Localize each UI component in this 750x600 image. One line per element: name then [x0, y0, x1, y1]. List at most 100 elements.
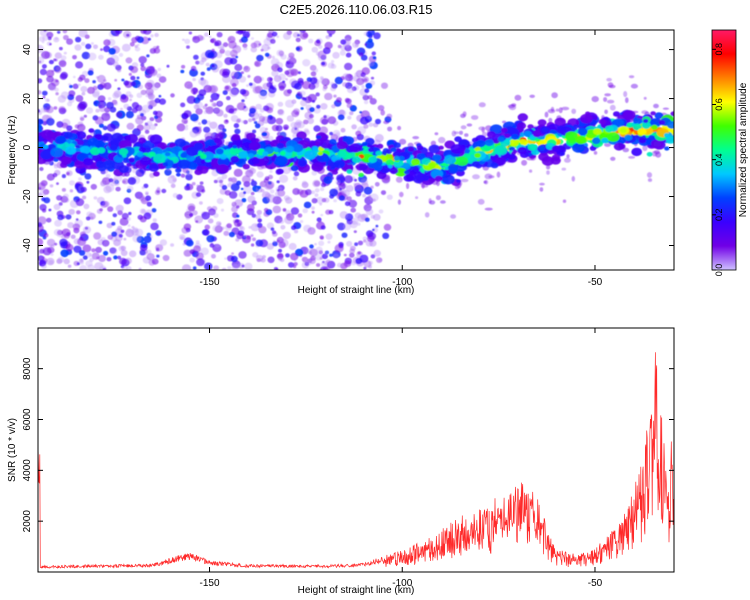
spectrogram-ridge-blob	[386, 139, 395, 146]
spectrogram-noise-blob	[97, 74, 106, 83]
spectrogram-noise-blob	[354, 72, 359, 77]
spectrogram-noise-blob	[226, 223, 232, 229]
spectrogram-noise-blob	[213, 265, 220, 270]
spectrogram-noise-blob	[100, 181, 106, 187]
spectrogram-noise-blob	[246, 235, 251, 240]
spectrogram-noise-blob	[106, 101, 114, 109]
spectrogram-noise-blob	[514, 94, 522, 101]
spectrogram-noise-blob	[231, 257, 235, 260]
spectrogram-ridge-blob	[604, 125, 614, 133]
spectrogram-noise-blob	[95, 108, 100, 113]
spectrogram-noise-blob	[372, 227, 379, 233]
spectrogram-ridge-blob	[142, 140, 155, 150]
spectrogram-noise-blob	[643, 96, 647, 100]
spectrogram-noise-blob	[258, 91, 268, 100]
spectrogram-noise-blob	[375, 118, 381, 125]
spectrogram-noise-blob	[74, 44, 82, 51]
spectrogram-noise-blob	[106, 123, 116, 132]
spectrogram-ridge-blob	[646, 152, 653, 157]
spectrogram-noise-blob	[114, 30, 123, 35]
spectrogram-noise-blob	[236, 102, 246, 111]
spectrogram-noise-blob	[61, 188, 66, 192]
spectrogram-noise-blob	[310, 71, 317, 77]
spectrogram-ridge-blob	[393, 155, 400, 161]
spectrogram-noise-blob	[201, 211, 210, 220]
spectrogram-noise-blob	[327, 240, 331, 244]
spectrogram-noise-blob	[371, 51, 376, 56]
spectrogram-noise-blob	[149, 117, 155, 122]
spectrogram-noise-blob	[224, 257, 227, 260]
spectrogram-ridge-blob	[247, 153, 255, 159]
spectrogram-y-label: Frequency (Hz)	[7, 116, 18, 185]
spectrogram-ridge-blob	[138, 137, 147, 144]
spectrogram-noise-blob	[84, 173, 92, 180]
spectrogram-noise-blob	[267, 256, 275, 264]
spectrogram-ridge-blob	[665, 135, 674, 144]
spectrogram-noise-blob	[195, 101, 203, 109]
spectrogram-noise-blob	[149, 124, 156, 131]
spectrogram-noise-blob	[60, 249, 69, 258]
spectrogram-noise-blob	[38, 223, 44, 233]
spectrogram-noise-blob	[420, 184, 429, 188]
spectrogram-noise-blob	[143, 235, 152, 244]
spectrogram-noise-blob	[271, 31, 278, 37]
spectrogram-ridge-blob	[153, 153, 166, 164]
spectrogram-noise-blob	[244, 96, 248, 100]
spectrogram-ridge-blob	[663, 133, 670, 138]
spectrogram-noise-blob	[272, 240, 276, 243]
spectrogram-noise-blob	[43, 233, 49, 238]
spectrogram-noise-blob	[210, 38, 217, 44]
spectrogram-noise-blob	[45, 105, 54, 114]
spectrogram-noise-blob	[81, 51, 91, 60]
spectrogram-ridge-blob	[338, 150, 348, 157]
spectrogram-ridge-blob	[541, 156, 555, 166]
spectrogram-noise-blob	[75, 61, 84, 69]
spectrogram-noise-blob	[383, 223, 392, 231]
spectrogram-noise-blob	[429, 200, 436, 205]
spectrogram-ridge-blob	[314, 141, 320, 146]
spectrogram-noise-blob	[144, 82, 153, 90]
spectrogram-ridge-blob	[591, 137, 601, 145]
spectrogram-noise-blob	[331, 104, 336, 109]
spectrogram-noise-blob	[79, 236, 84, 241]
spectrogram-noise-blob	[362, 94, 369, 101]
spectrogram-noise-blob	[50, 253, 54, 256]
spectrogram-noise-blob	[342, 82, 348, 87]
spectrogram-ridge-blob	[607, 132, 620, 142]
spectrogram-noise-blob	[106, 58, 111, 62]
spectrogram-noise-blob	[360, 178, 368, 186]
spectrogram-noise-blob	[256, 54, 264, 62]
spectrogram-noise-blob	[375, 224, 379, 228]
spectrogram-noise-blob	[328, 209, 334, 215]
spectrogram-noise-blob	[162, 254, 170, 262]
spectrogram-noise-blob	[332, 51, 340, 59]
spectrogram-noise-blob	[324, 250, 330, 256]
spectrogram-noise-blob	[158, 94, 162, 98]
spectrogram-noise-blob	[471, 115, 479, 120]
colorbar-tick-label: 0.8	[714, 43, 724, 56]
spectrogram-noise-blob	[247, 195, 256, 203]
colorbar-label: Normalized spectral amplitude	[738, 82, 749, 217]
spectrogram-ridge-blob	[447, 163, 459, 172]
spectrogram-noise-blob	[360, 72, 366, 78]
spectrogram-noise-blob	[365, 40, 374, 49]
spectrogram-noise-blob	[302, 59, 311, 67]
spectrogram-noise-blob	[209, 121, 218, 129]
spectrogram-noise-blob	[60, 55, 67, 61]
spectrogram-ridge-blob	[620, 128, 627, 133]
spectrogram-noise-blob	[120, 95, 129, 103]
spectrogram-noise-blob	[82, 255, 88, 260]
spectrogram-noise-blob	[180, 69, 185, 74]
spectrogram-noise-blob	[42, 90, 48, 96]
spectrogram-noise-blob	[484, 173, 493, 180]
spectrogram-noise-blob	[72, 55, 77, 60]
spectrogram-ridge-blob	[311, 162, 324, 172]
spectrogram-noise-blob	[363, 186, 373, 195]
spectrogram-noise-blob	[216, 176, 224, 184]
spectrogram-noise-blob	[309, 244, 314, 249]
spectrogram-noise-blob	[316, 263, 321, 267]
spectrogram-noise-blob	[120, 229, 125, 233]
spectrogram-noise-blob	[357, 222, 361, 226]
spectrogram-noise-blob	[118, 52, 124, 57]
spectrogram-noise-blob	[223, 113, 228, 118]
